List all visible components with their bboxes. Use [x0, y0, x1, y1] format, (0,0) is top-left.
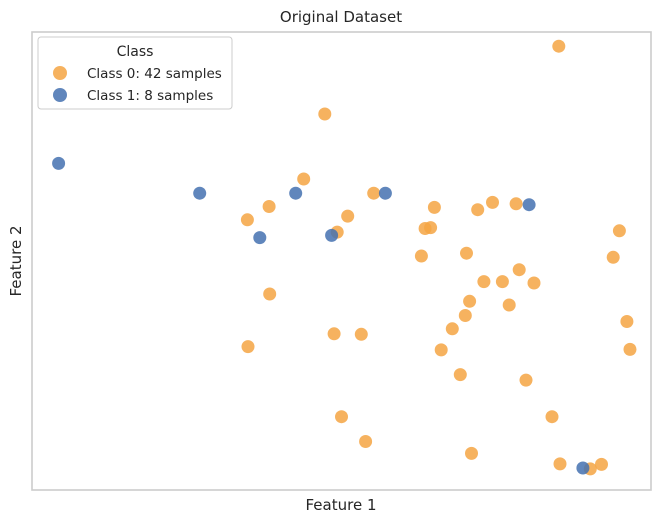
point-class-0-25: [458, 309, 472, 322]
point-class-1-5: [253, 231, 267, 245]
point-class-0-1: [318, 107, 332, 121]
point-class-0-7: [341, 209, 355, 223]
legend-label-class-1: Class 1: 8 samples: [87, 88, 213, 104]
point-class-1-4: [522, 198, 536, 212]
point-class-0-17: [606, 250, 620, 264]
legend-marker-class-1: [53, 88, 67, 102]
point-class-1-3: [378, 186, 392, 200]
point-class-0-26: [620, 315, 634, 328]
point-class-0-21: [527, 276, 541, 290]
point-class-0-30: [241, 340, 255, 354]
point-class-1-6: [325, 228, 339, 242]
point-class-0-23: [463, 294, 477, 308]
point-class-0-9: [471, 203, 485, 217]
points-layer: [52, 39, 637, 476]
point-class-1-7: [576, 461, 590, 475]
point-class-0-5: [486, 195, 499, 209]
point-class-0-4: [262, 200, 276, 213]
point-class-0-37: [359, 435, 373, 448]
point-class-0-16: [460, 246, 473, 260]
point-class-0-29: [354, 327, 368, 341]
point-class-0-27: [445, 322, 459, 336]
point-class-0-3: [367, 186, 381, 200]
point-class-0-24: [502, 298, 516, 312]
point-class-0-0: [552, 39, 566, 53]
point-class-0-31: [434, 343, 448, 357]
x-axis-label: Feature 1: [306, 496, 377, 514]
point-class-0-2: [297, 172, 311, 186]
legend-label-class-0: Class 0: 42 samples: [87, 66, 222, 82]
point-class-0-41: [595, 457, 608, 471]
point-class-0-22: [263, 287, 277, 301]
point-class-0-18: [512, 263, 526, 277]
point-class-0-33: [453, 368, 467, 382]
y-axis-label: Feature 2: [7, 226, 25, 297]
point-class-0-34: [519, 373, 533, 387]
point-class-0-36: [545, 410, 559, 424]
legend-box: [37, 36, 233, 110]
point-class-0-19: [477, 275, 491, 289]
legend-marker-class-0: [53, 66, 67, 80]
point-class-1-1: [193, 186, 207, 200]
point-class-1-0: [52, 156, 66, 170]
point-class-0-32: [623, 342, 637, 356]
point-class-0-8: [427, 200, 441, 214]
point-class-0-10: [240, 213, 254, 227]
legend: Class Class 0: 42 samples Class 1: 8 sam…: [37, 36, 233, 110]
point-class-0-15: [414, 249, 428, 263]
point-class-0-20: [495, 275, 509, 289]
point-class-0-28: [327, 327, 341, 341]
point-class-1-2: [289, 186, 303, 200]
point-class-0-6: [509, 197, 523, 211]
point-class-0-14: [612, 224, 626, 238]
point-class-0-35: [335, 410, 348, 424]
point-class-0-39: [553, 457, 567, 471]
legend-title: Class: [117, 44, 154, 60]
point-class-0-38: [465, 446, 478, 460]
point-class-0-13: [424, 221, 438, 235]
chart-title: Original Dataset: [280, 8, 402, 26]
